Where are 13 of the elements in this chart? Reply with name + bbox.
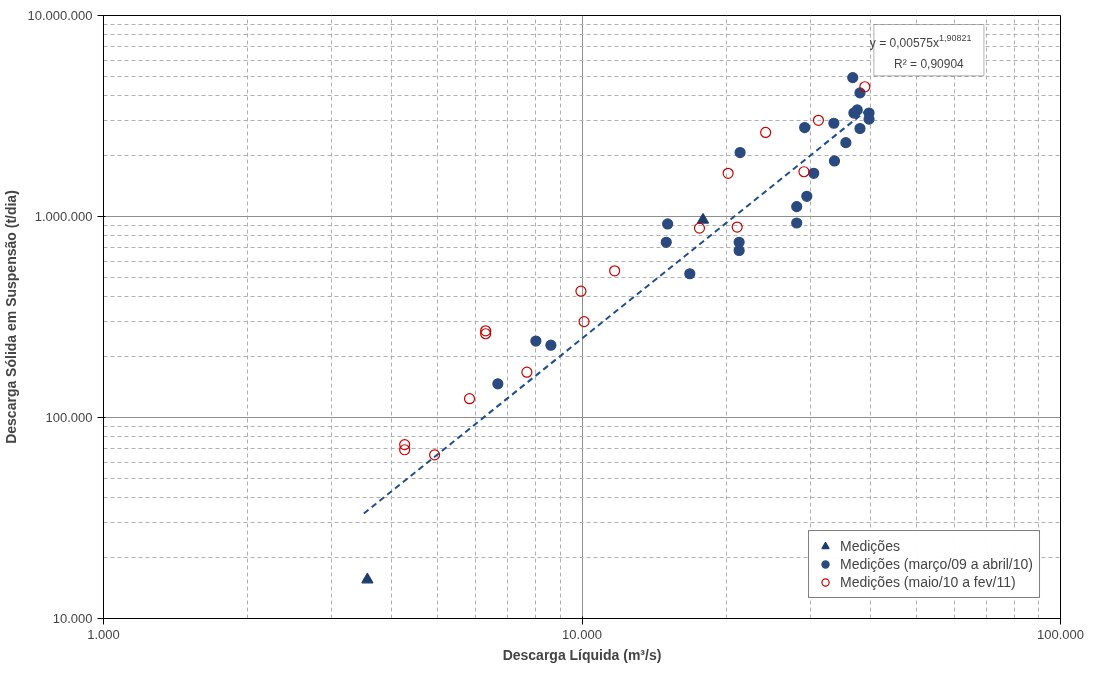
legend-label: Medições: [840, 537, 900, 555]
y-tick-label: 1.000.000: [34, 209, 93, 224]
legend-label: Medições (maio/10 a fev/11): [840, 573, 1016, 591]
y-tick-label: 10.000: [52, 611, 93, 626]
x-tick-label: 1.000: [87, 626, 120, 642]
y-tick-label: 10.000.000: [27, 8, 93, 23]
legend-label: Medições (março/09 a abril/10): [840, 555, 1033, 573]
annotation: R² = 0,90904: [894, 56, 965, 71]
x-tick-label: 100.000: [1037, 626, 1084, 642]
x-tick-label: 10.000: [562, 626, 602, 642]
y-axis-title: Descarga Sólida em Suspensão (t/dia): [3, 190, 20, 444]
y-tick-label: 100.000: [45, 410, 93, 425]
x-axis-title: Descarga Líquida (m³/s): [502, 646, 662, 663]
